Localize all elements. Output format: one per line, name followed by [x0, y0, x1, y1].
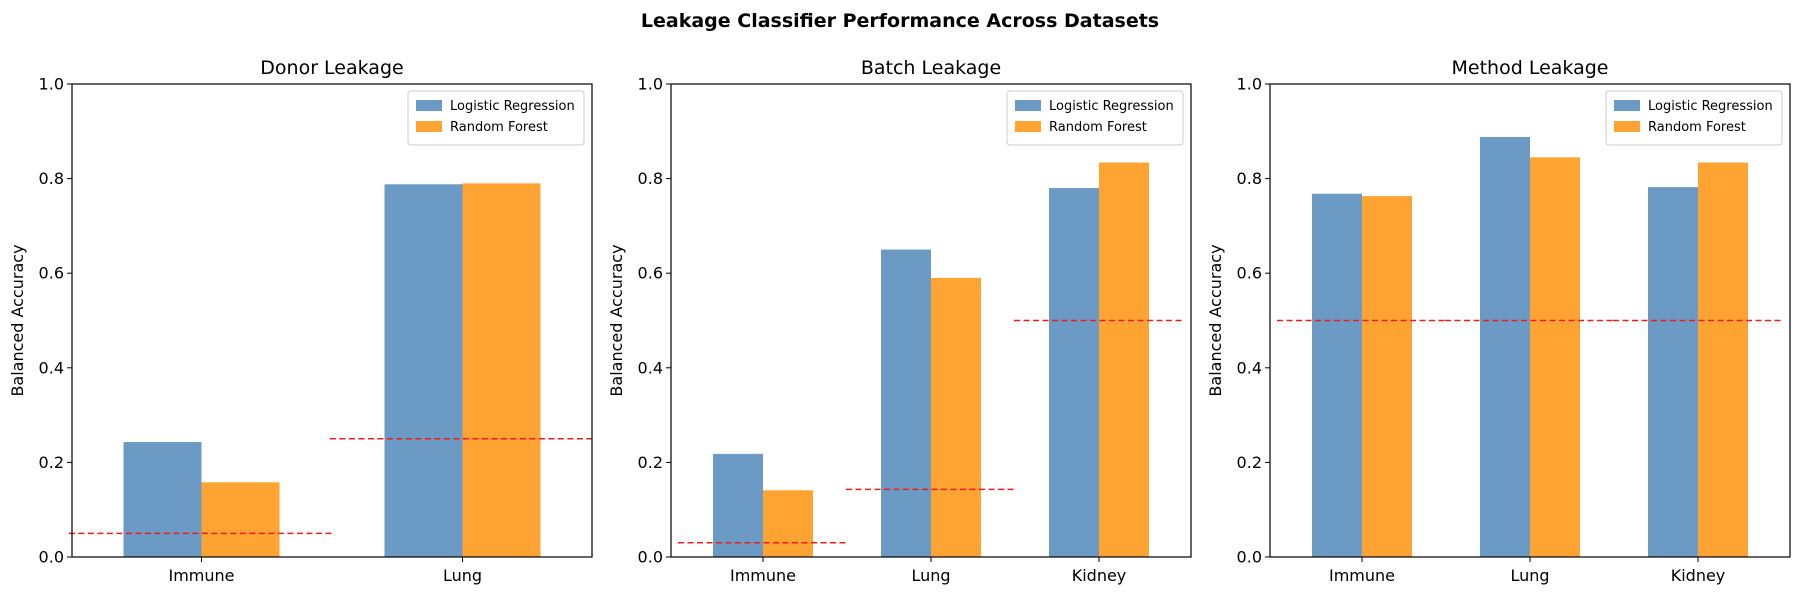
bar-random-forest-lung [1530, 157, 1580, 557]
legend-swatch-logistic-regression [1614, 100, 1640, 111]
legend-swatch-random-forest [416, 121, 442, 132]
y-tick-label: 1.0 [638, 75, 663, 94]
legend-box [407, 90, 585, 146]
legend-swatch-random-forest [1015, 121, 1041, 132]
x-tick-label: Immune [1329, 566, 1395, 585]
bar-logistic-regression-kidney [1049, 188, 1099, 557]
plot-frame [1269, 83, 1791, 558]
x-tick-label: Immune [168, 566, 234, 585]
legend: Logistic Regression Random Forest [1006, 90, 1184, 146]
figure-title: Leakage Classifier Performance Across Da… [641, 10, 1159, 32]
y-tick-label: 1.0 [1237, 75, 1262, 94]
y-tick-label: 0.2 [638, 453, 663, 472]
legend-label: Random Forest [1049, 120, 1147, 135]
bar-random-forest-immune [763, 490, 813, 557]
y-tick-label: 0.2 [39, 453, 64, 472]
x-tick-label: Lung [443, 566, 482, 585]
y-tick-label: 0.8 [1237, 169, 1262, 188]
y-tick-label: 0.4 [39, 358, 64, 377]
bar-logistic-regression-immune [713, 453, 763, 557]
bar-random-forest-immune [1362, 196, 1412, 557]
legend: Logistic Regression Random Forest [1605, 90, 1783, 146]
y-axis-label: Balanced Accuracy [8, 244, 27, 396]
bar-random-forest-immune [201, 482, 280, 557]
y-axis-label: Balanced Accuracy [607, 244, 626, 396]
legend-swatch-random-forest [1614, 121, 1640, 132]
chart-title: Batch Leakage [861, 57, 1001, 79]
legend-label: Random Forest [450, 120, 548, 135]
legend-box [1006, 90, 1184, 146]
y-tick-label: 0.0 [39, 548, 64, 567]
bar-random-forest-lung [931, 277, 981, 557]
bar-logistic-regression-immune [123, 442, 202, 557]
legend: Logistic Regression Random Forest [407, 90, 585, 146]
y-tick-label: 0.0 [638, 548, 663, 567]
y-tick-label: 0.6 [39, 264, 64, 283]
plot-frame [670, 83, 1192, 558]
plot-frame [71, 83, 593, 558]
legend-label: Logistic Regression [1648, 99, 1773, 114]
bar-logistic-regression-immune [1312, 193, 1362, 557]
y-tick-label: 0.2 [1237, 453, 1262, 472]
x-tick-label: Immune [730, 566, 796, 585]
y-tick-label: 0.4 [638, 358, 663, 377]
bar-random-forest-lung [462, 183, 541, 557]
chart-panel-3: Method Leakage Balanced Accuracy Immune Lun… [1206, 57, 1791, 585]
y-tick-label: 0.8 [39, 169, 64, 188]
x-tick-label: Kidney [1072, 566, 1127, 585]
chart-panel-2: Batch Leakage Balanced Accuracy Immune Lung… [607, 57, 1192, 585]
x-tick-label: Lung [1510, 566, 1549, 585]
y-axis-label: Balanced Accuracy [1206, 244, 1225, 396]
legend-label: Logistic Regression [1049, 99, 1174, 114]
y-tick-label: 0.8 [638, 169, 663, 188]
bar-logistic-regression-kidney [1648, 187, 1698, 557]
chart-panel-1: Donor Leakage Balanced Accuracy Immune Lung… [8, 57, 596, 585]
bar-logistic-regression-lung [881, 249, 931, 558]
chart-title: Donor Leakage [260, 57, 403, 79]
bar-logistic-regression-lung [1480, 136, 1530, 557]
y-tick-label: 0.4 [1237, 358, 1262, 377]
bar-random-forest-kidney [1698, 162, 1748, 557]
legend-swatch-logistic-regression [416, 100, 442, 111]
y-tick-label: 1.0 [39, 75, 64, 94]
legend-label: Random Forest [1648, 120, 1746, 135]
legend-box [1605, 90, 1783, 146]
legend-swatch-logistic-regression [1015, 100, 1041, 111]
chart-title: Method Leakage [1452, 57, 1609, 79]
bar-logistic-regression-lung [384, 184, 463, 557]
y-tick-label: 0.0 [1237, 548, 1262, 567]
y-tick-label: 0.6 [1237, 264, 1262, 283]
legend-label: Logistic Regression [450, 99, 575, 114]
x-tick-label: Lung [911, 566, 950, 585]
bar-random-forest-kidney [1099, 162, 1149, 557]
x-tick-label: Kidney [1671, 566, 1726, 585]
y-tick-label: 0.6 [638, 264, 663, 283]
